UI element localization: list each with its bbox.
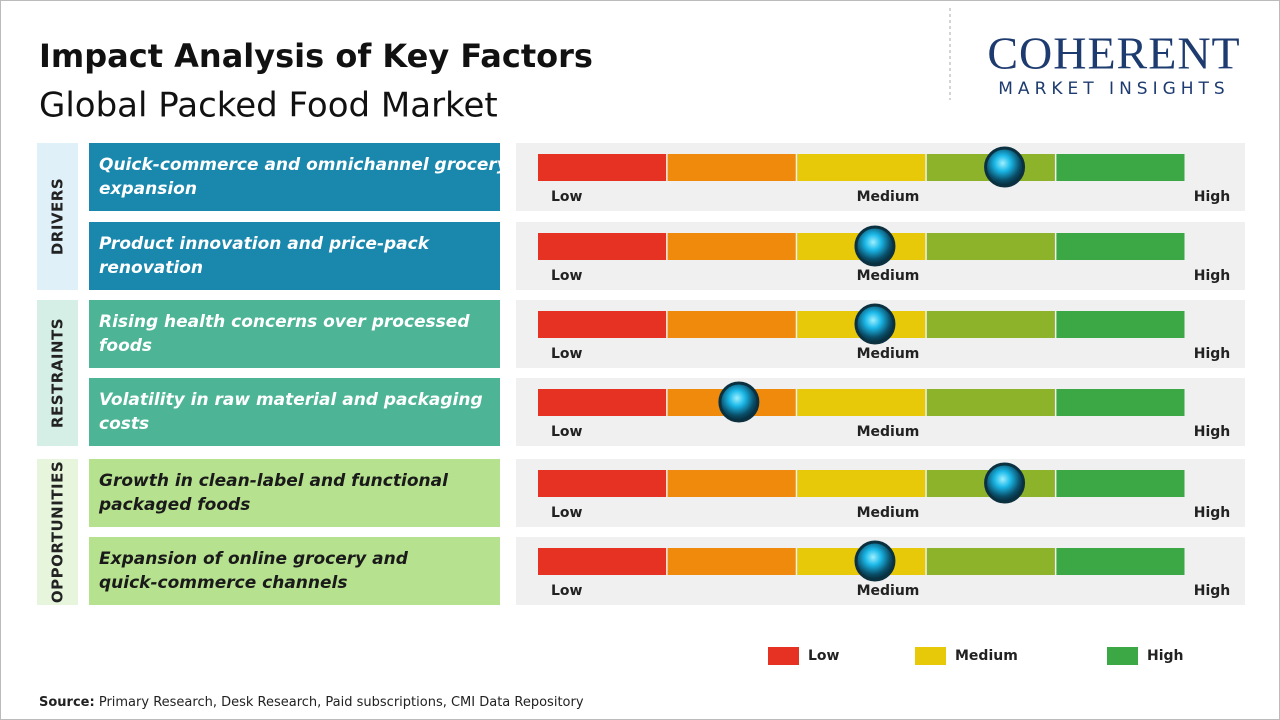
gauge-segment <box>538 548 667 575</box>
factor-text: Volatility in raw material and packaging… <box>99 390 483 434</box>
gauge-segment <box>926 311 1055 338</box>
gauge-segment <box>1056 470 1185 497</box>
scale-medium: Medium <box>857 268 920 284</box>
gauge-segment <box>797 154 926 181</box>
impact-knob <box>718 381 760 423</box>
scale-low: Low <box>551 268 583 284</box>
gauge-segment <box>797 470 926 497</box>
source: Source: Primary Research, Desk Research,… <box>39 695 584 710</box>
gauge-segment <box>1056 154 1185 181</box>
impact-knob <box>984 462 1026 504</box>
scale-low: Low <box>551 189 583 205</box>
gauge-segment <box>667 470 796 497</box>
scale-low: Low <box>551 424 583 440</box>
scale-medium: Medium <box>857 505 920 521</box>
gauge-segment <box>1056 233 1185 260</box>
gauge-segment <box>538 154 667 181</box>
factor-box <box>89 378 500 446</box>
scale-medium: Medium <box>857 189 920 205</box>
gauge-segment <box>1056 548 1185 575</box>
legend-swatch <box>915 647 946 665</box>
gauge-segment <box>797 389 926 416</box>
scale-high: High <box>1194 346 1231 362</box>
gauge-segment <box>926 389 1055 416</box>
scale-low: Low <box>551 505 583 521</box>
scale-high: High <box>1194 583 1231 599</box>
source-label: Source: <box>39 695 95 710</box>
group-label: OPPORTUNITIES <box>49 461 67 603</box>
factor-text: Product innovation and price-pack renovat… <box>99 234 431 278</box>
scale-medium: Medium <box>857 424 920 440</box>
logo-name: COHERENT <box>987 28 1240 79</box>
gauge-segment <box>1056 389 1185 416</box>
scale-medium: Medium <box>857 346 920 362</box>
legend-label: Low <box>808 648 840 664</box>
impact-knob <box>854 540 896 582</box>
factor-box <box>89 300 500 368</box>
logo-tagline: MARKET INSIGHTS <box>998 79 1229 99</box>
gauge-segment <box>538 389 667 416</box>
scale-low: Low <box>551 346 583 362</box>
group-band <box>37 300 78 446</box>
gauge-segment <box>926 548 1055 575</box>
factor-text: Quick-commerce and omnichannel grocery ex… <box>99 155 509 199</box>
legend-label: High <box>1147 648 1184 664</box>
scale-high: High <box>1194 189 1231 205</box>
group-band <box>37 459 78 605</box>
scale-high: High <box>1194 268 1231 284</box>
factor-box <box>89 222 500 290</box>
scale-high: High <box>1194 505 1231 521</box>
scale-medium: Medium <box>857 583 920 599</box>
source-text: Primary Research, Desk Research, Paid su… <box>99 695 584 710</box>
factor-box <box>89 143 500 211</box>
gauge-segment <box>667 548 796 575</box>
factor-text: Rising health concerns over processed foo… <box>99 312 470 356</box>
scale-high: High <box>1194 424 1231 440</box>
group-band <box>37 143 78 290</box>
gauge-segment <box>926 233 1055 260</box>
factor-box <box>89 459 500 527</box>
scale-low: Low <box>551 583 583 599</box>
gauge-segment <box>667 233 796 260</box>
impact-knob <box>984 146 1026 188</box>
gauge-segment <box>667 311 796 338</box>
title: Impact Analysis of Key Factors <box>39 37 593 75</box>
group-label: RESTRAINTS <box>49 318 67 428</box>
legend-swatch <box>768 647 799 665</box>
gauge-segment <box>538 311 667 338</box>
impact-knob <box>854 225 896 267</box>
gauge-segment <box>538 233 667 260</box>
group-label: DRIVERS <box>49 178 67 255</box>
impact-knob <box>854 303 896 345</box>
gauge-segment <box>538 470 667 497</box>
legend-swatch <box>1107 647 1138 665</box>
legend-label: Medium <box>955 648 1018 664</box>
factor-text: Growth in clean-label and functional pack… <box>98 471 449 515</box>
factor-text: Expansion of online grocery and quick-com… <box>99 549 409 593</box>
gauge-segment <box>1056 311 1185 338</box>
subtitle: Global Packed Food Market <box>39 86 498 126</box>
factor-box <box>89 537 500 605</box>
gauge-segment <box>667 154 796 181</box>
